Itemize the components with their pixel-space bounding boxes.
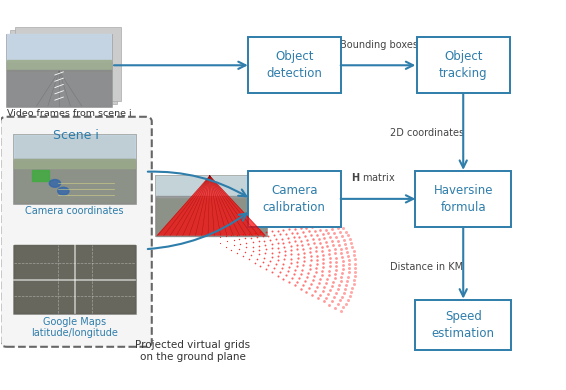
FancyBboxPatch shape	[415, 300, 511, 350]
Text: Object
tracking: Object tracking	[439, 50, 487, 80]
Text: Object
detection: Object detection	[267, 50, 322, 80]
FancyBboxPatch shape	[248, 37, 341, 93]
FancyBboxPatch shape	[15, 27, 121, 101]
Text: Bounding boxes: Bounding boxes	[340, 40, 418, 50]
FancyBboxPatch shape	[417, 37, 510, 93]
FancyBboxPatch shape	[6, 34, 112, 107]
FancyBboxPatch shape	[248, 171, 341, 227]
Text: Projected virtual grids
on the ground plane: Projected virtual grids on the ground pl…	[135, 340, 250, 362]
Circle shape	[58, 187, 69, 195]
Text: Haversine
formula: Haversine formula	[434, 184, 493, 214]
Circle shape	[49, 179, 61, 187]
Text: $\bf{H}$ matrix: $\bf{H}$ matrix	[351, 171, 396, 183]
Text: 2D coordinates: 2D coordinates	[389, 128, 464, 138]
FancyBboxPatch shape	[10, 30, 117, 104]
Text: Camera coordinates: Camera coordinates	[25, 206, 124, 216]
Text: Google Maps
latitude/longitude: Google Maps latitude/longitude	[31, 317, 118, 338]
Text: Speed
estimation: Speed estimation	[432, 310, 495, 340]
FancyBboxPatch shape	[12, 245, 136, 314]
FancyBboxPatch shape	[0, 117, 152, 347]
Text: Camera
calibration: Camera calibration	[263, 184, 325, 214]
Text: Scene i: Scene i	[53, 129, 98, 142]
Text: Video frames from scene i: Video frames from scene i	[7, 109, 132, 118]
FancyBboxPatch shape	[415, 171, 511, 227]
Polygon shape	[156, 176, 266, 236]
FancyBboxPatch shape	[12, 134, 136, 204]
FancyBboxPatch shape	[155, 175, 267, 236]
Text: Distance in KM: Distance in KM	[390, 262, 463, 272]
